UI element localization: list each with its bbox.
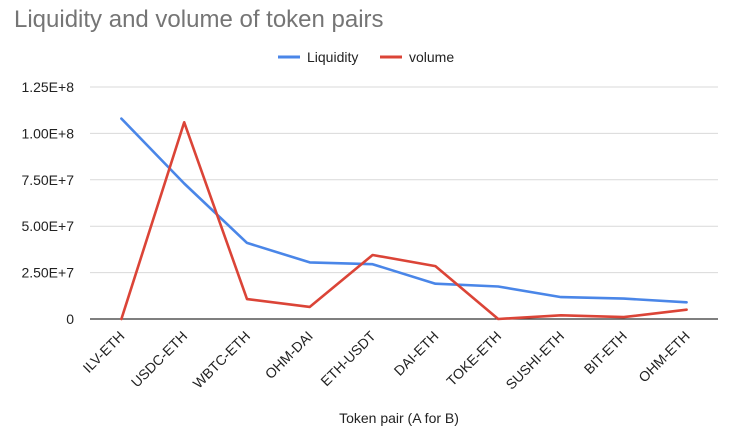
series-lines xyxy=(120,117,688,321)
legend: Liquidity volume xyxy=(278,49,454,65)
legend-label: Liquidity xyxy=(307,49,358,65)
y-tick-label: 5.00E+7 xyxy=(21,218,74,234)
series-line-volume xyxy=(120,121,688,321)
y-tick-label: 2.50E+7 xyxy=(21,265,74,281)
y-tick-label: 0 xyxy=(66,311,74,327)
chart-title: Liquidity and volume of token pairs xyxy=(14,6,384,33)
gridlines xyxy=(90,86,718,320)
y-tick-label: 7.50E+7 xyxy=(21,172,74,188)
x-axis-title: Token pair (A for B) xyxy=(339,410,459,426)
legend-label: volume xyxy=(409,49,454,65)
y-axis-ticks: 0 2.50E+7 5.00E+7 7.50E+7 1.00E+8 1.25E+8 xyxy=(21,79,74,327)
y-tick-label: 1.00E+8 xyxy=(21,125,74,141)
y-tick-label: 1.25E+8 xyxy=(21,79,74,95)
